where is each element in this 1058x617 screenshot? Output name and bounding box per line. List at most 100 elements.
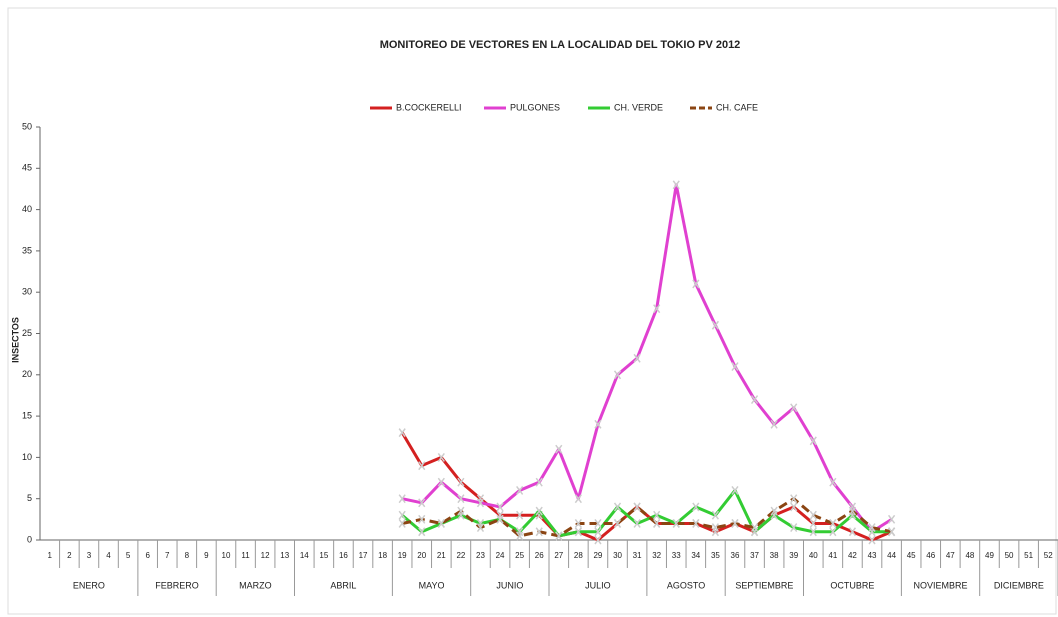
x-tick-label: 22 (456, 551, 465, 560)
marker (731, 362, 739, 371)
marker (653, 510, 661, 520)
x-tick-label: 16 (339, 551, 348, 560)
y-tick-label: 40 (22, 204, 32, 214)
month-label: AGOSTO (667, 580, 705, 590)
marker (594, 519, 602, 528)
marker (398, 519, 406, 528)
x-tick-label: 13 (280, 551, 289, 560)
marker (574, 527, 582, 537)
month-label: OCTUBRE (830, 580, 874, 590)
marker (457, 506, 465, 516)
x-tick-label: 1 (48, 551, 53, 560)
marker (594, 527, 602, 537)
x-tick-label: 10 (222, 551, 231, 560)
marker (516, 510, 524, 520)
marker (437, 452, 445, 462)
series-line (401, 497, 892, 538)
x-tick-label: 23 (476, 551, 485, 560)
month-label: MAYO (419, 580, 445, 590)
x-tick-label: 6 (145, 551, 150, 560)
marker (496, 502, 504, 512)
x-tick-label: 31 (633, 551, 642, 560)
month-label: FEBRERO (155, 580, 199, 590)
x-tick-label: 18 (378, 551, 387, 560)
marker (496, 514, 504, 524)
x-tick-label: 50 (1005, 551, 1014, 560)
marker (809, 436, 817, 446)
x-tick-label: 52 (1044, 551, 1053, 560)
marker (731, 519, 739, 528)
marker (437, 519, 445, 528)
marker (555, 531, 563, 541)
legend-label: B.COCKERELLI (396, 102, 462, 112)
x-tick-label: 44 (887, 551, 896, 560)
x-tick-label: 3 (87, 551, 92, 560)
month-label: JUNIO (496, 580, 523, 590)
marker (398, 510, 406, 520)
marker (418, 527, 426, 537)
x-tick-label: 38 (770, 551, 779, 560)
marker (692, 519, 700, 528)
x-tick-label: 42 (848, 551, 857, 560)
y-tick-label: 25 (22, 328, 32, 338)
marker (809, 510, 817, 520)
x-tick-label: 19 (398, 551, 407, 560)
y-tick-label: 15 (22, 410, 32, 420)
y-tick-label: 0 (27, 534, 32, 544)
marker (633, 353, 641, 363)
marker (457, 477, 465, 487)
marker (848, 527, 857, 537)
x-tick-label: 30 (613, 551, 622, 560)
x-tick-label: 12 (261, 551, 270, 560)
marker (398, 494, 406, 504)
marker (633, 502, 641, 512)
x-tick-label: 8 (185, 551, 190, 560)
marker (692, 279, 700, 289)
x-tick-label: 28 (574, 551, 583, 560)
marker (770, 506, 778, 516)
marker (594, 535, 602, 545)
chart-title: MONITOREO DE VECTORES EN LA LOCALIDAD DE… (380, 39, 741, 51)
x-tick-label: 2 (67, 551, 72, 560)
marker (868, 523, 876, 533)
x-tick-label: 7 (165, 551, 170, 560)
marker (790, 502, 798, 512)
x-tick-label: 11 (241, 551, 250, 560)
marker (555, 444, 563, 454)
x-tick-label: 41 (828, 551, 837, 560)
month-label: ABRIL (330, 580, 356, 590)
legend-label: CH. CAFE (716, 102, 758, 112)
y-axis-label: INSECTOS (10, 317, 20, 363)
x-tick-label: 39 (789, 551, 798, 560)
x-tick-label: 27 (554, 551, 563, 560)
marker (868, 535, 876, 545)
x-tick-label: 26 (535, 551, 544, 560)
marker (672, 519, 680, 528)
x-tick-label: 29 (593, 551, 602, 560)
marker (809, 519, 817, 528)
marker (418, 498, 426, 508)
marker (398, 428, 406, 438)
x-tick-label: 34 (691, 551, 700, 560)
marker (653, 304, 661, 314)
marker (516, 531, 524, 541)
marker (437, 477, 445, 487)
marker (476, 523, 485, 533)
marker (790, 523, 798, 533)
x-tick-label: 48 (965, 551, 974, 560)
series-line (401, 488, 892, 538)
x-tick-label: 9 (204, 551, 209, 560)
marker (516, 485, 524, 495)
y-tick-label: 30 (22, 287, 32, 297)
marker (887, 514, 896, 524)
x-tick-label: 47 (946, 551, 955, 560)
x-tick-label: 5 (126, 551, 131, 560)
marker (790, 494, 798, 504)
month-label: DICIEMBRE (994, 580, 1044, 590)
marker (613, 519, 622, 528)
legend-label: PULGONES (510, 102, 560, 112)
month-label: MARZO (239, 580, 272, 590)
month-label: JULIO (585, 580, 611, 590)
y-tick-label: 45 (22, 163, 32, 173)
